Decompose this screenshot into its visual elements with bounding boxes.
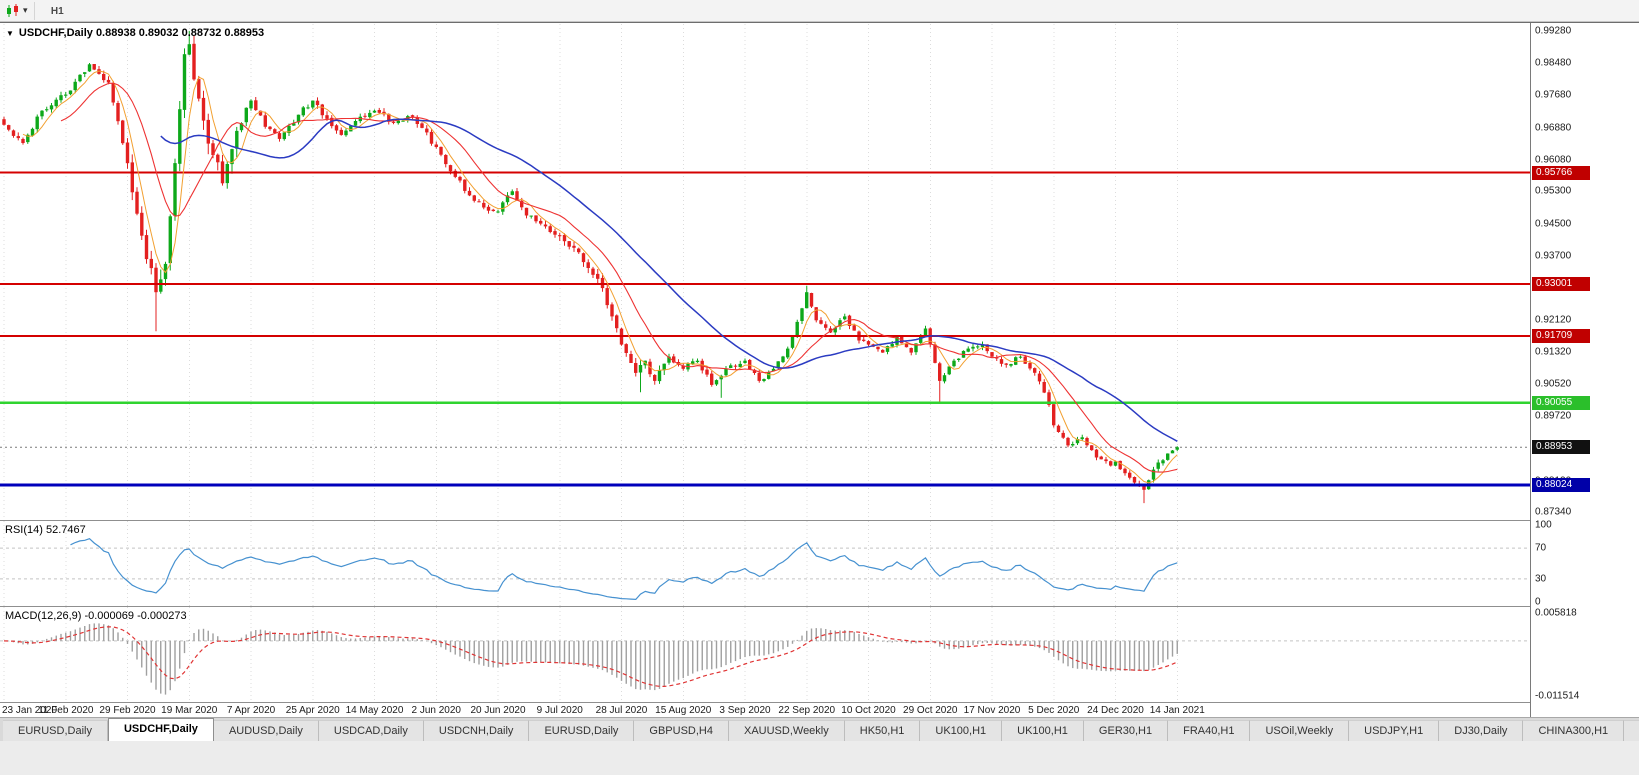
chart-tab-fra40-h1[interactable]: FRA40,H1 [1168,720,1251,741]
time-axis[interactable]: 23 Jan 2020 11 Feb 2020 29 Feb 2020 19 Mar … [0,702,1530,718]
price-tick: 0.96080 [1535,154,1572,166]
moving-average-13-line[interactable] [60,82,1178,473]
chart-tab-uk100-h1[interactable]: UK100,H1 [1002,720,1084,741]
candles-layer [2,30,1179,504]
chart-tab-hk50-h1[interactable]: HK50,H1 [844,720,921,741]
date-label: 25 Apr 2020 [285,705,340,716]
price-tick: 0.90520 [1535,378,1572,390]
date-label: 5 Dec 2020 [1028,705,1080,716]
chart-tab-usdcad-daily[interactable]: USDCAD,Daily [318,720,424,741]
symbol-ohlc-label: USDCHF,Daily 0.88938 0.89032 0.88732 0.8… [18,27,265,39]
price-panel[interactable]: ▼ USDCHF,Daily 0.88938 0.89032 0.88732 0… [0,24,1530,520]
macd-plot[interactable] [0,607,1530,702]
chart-tab-usoil-weekly[interactable]: USOil,Weekly [1250,720,1350,741]
date-label: 24 Dec 2020 [1087,705,1144,716]
macd-label: MACD(12,26,9) -0.000069 -0.000273 [5,610,187,622]
price-tick: 0.95300 [1535,185,1572,197]
rsi-label: RSI(14) 52.7467 [5,524,86,536]
date-label: 20 Jun 2020 [470,705,526,716]
date-label: 11 Feb 2020 [38,705,94,716]
price-tick: 0.87340 [1535,506,1572,518]
macd-signal-line [3,626,1178,688]
chart-tab-eurusd-daily[interactable]: EURUSD,Daily [529,720,635,741]
bottom-strip [0,741,1639,775]
chart-tab-uk100-h1[interactable]: UK100,H1 [920,720,1003,741]
candlestick-chart-icon [7,3,18,17]
chart-tab-audusd-daily[interactable]: AUDUSD,Daily [213,720,319,741]
level-price-badge: 0.88024 [1532,477,1590,492]
price-axis[interactable]: 0.99280 0.98480 0.97680 0.96880 0.96080 0.953… [1530,23,1639,718]
date-label: 19 Mar 2020 [161,705,218,716]
date-label: 17 Nov 2020 [963,705,1021,716]
chart-menu-icon[interactable]: ▼ [6,28,14,38]
date-label: 15 Aug 2020 [655,705,712,716]
date-label: 23 Jan 2020 [2,705,58,716]
levels-layer [0,171,1530,487]
date-label: 2 Jun 2020 [411,705,462,716]
rsi-tick: 0 [1535,596,1541,608]
macd-histogram [8,623,1178,695]
macd-tick: -0.011514 [1535,690,1580,702]
rsi-tick: 70 [1535,542,1547,554]
level-price-badge: 0.90055 [1532,395,1590,410]
grid-layer [3,24,1178,520]
price-tick: 0.92120 [1535,314,1572,326]
moving-average-5-line[interactable] [22,70,1178,484]
date-label: 3 Sep 2020 [719,705,771,716]
current-price-badge: 0.88953 [1532,440,1590,455]
price-tick: 0.89720 [1535,410,1572,422]
level-price-badge: 0.93001 [1532,277,1590,292]
price-tick: 0.99280 [1535,25,1572,37]
chart-type-dropdown[interactable]: ▾ [3,1,35,20]
chart-tab-ger30-h1[interactable]: GER30,H1 [1083,720,1169,741]
chart-tab-china300-h1[interactable]: CHINA300,H1 [1523,720,1625,741]
moving-average-34-line[interactable] [160,118,1178,442]
chart-tab-bar: EURUSD,Daily USDCHF,Daily AUDUSD,Daily USDC… [0,717,1639,741]
date-label: 29 Oct 2020 [903,705,958,716]
rsi-line [70,538,1178,601]
rsi-panel[interactable]: RSI(14) 52.7467 [0,520,1530,606]
timeframe-toolbar: ▾ M1M5M15M30H1H4D1W1MN [0,0,1639,85]
price-tick: 0.96880 [1535,122,1572,134]
chart-tab-dj30-daily[interactable]: DJ30,Daily [1439,720,1524,741]
rsi-plot[interactable] [0,521,1530,606]
date-label: 29 Feb 2020 [99,705,156,716]
chart-title: ▼ USDCHF,Daily 0.88938 0.89032 0.88732 0… [6,27,264,39]
price-tick: 0.94500 [1535,218,1572,230]
date-label: 14 May 2020 [345,705,404,716]
timeframe-button-h1[interactable]: H1 [50,6,64,17]
date-label: 28 Jul 2020 [595,705,648,716]
chart-tab-eurusd-daily[interactable]: EURUSD,Daily [3,720,108,741]
price-tick: 0.97680 [1535,89,1572,101]
macd-tick: 0.005818 [1535,607,1577,619]
chart-tab-gbpusd-h4[interactable]: GBPUSD,H4 [634,720,729,741]
rsi-tick: 100 [1535,519,1552,531]
price-tick: 0.98480 [1535,57,1572,69]
chart-window: ▼ USDCHF,Daily 0.88938 0.89032 0.88732 0… [0,22,1639,718]
chart-tab-usdjpy-h1[interactable]: USDJPY,H1 [1349,720,1440,741]
date-label: 14 Jan 2021 [1149,705,1205,716]
date-label: 7 Apr 2020 [226,705,276,716]
date-label: 22 Sep 2020 [778,705,836,716]
date-label: 9 Jul 2020 [536,705,583,716]
chart-tab-usdchf-daily[interactable]: USDCHF,Daily [107,718,214,741]
rsi-tick: 30 [1535,573,1547,585]
chart-tab-xauusd-weekly[interactable]: XAUUSD,Weekly [728,720,845,741]
dropdown-caret-icon: ▾ [23,5,28,15]
candlestick-plot[interactable] [0,24,1530,520]
price-tick: 0.91320 [1535,346,1572,358]
level-price-badge: 0.95766 [1532,165,1590,180]
date-label: 10 Oct 2020 [841,705,896,716]
price-tick: 0.93700 [1535,250,1572,262]
macd-panel[interactable]: MACD(12,26,9) -0.000069 -0.000273 [0,606,1530,702]
chart-tab-u[interactable]: U [1624,720,1639,741]
chart-tab-usdcnh-daily[interactable]: USDCNH,Daily [423,720,530,741]
level-price-badge: 0.91709 [1532,329,1590,344]
